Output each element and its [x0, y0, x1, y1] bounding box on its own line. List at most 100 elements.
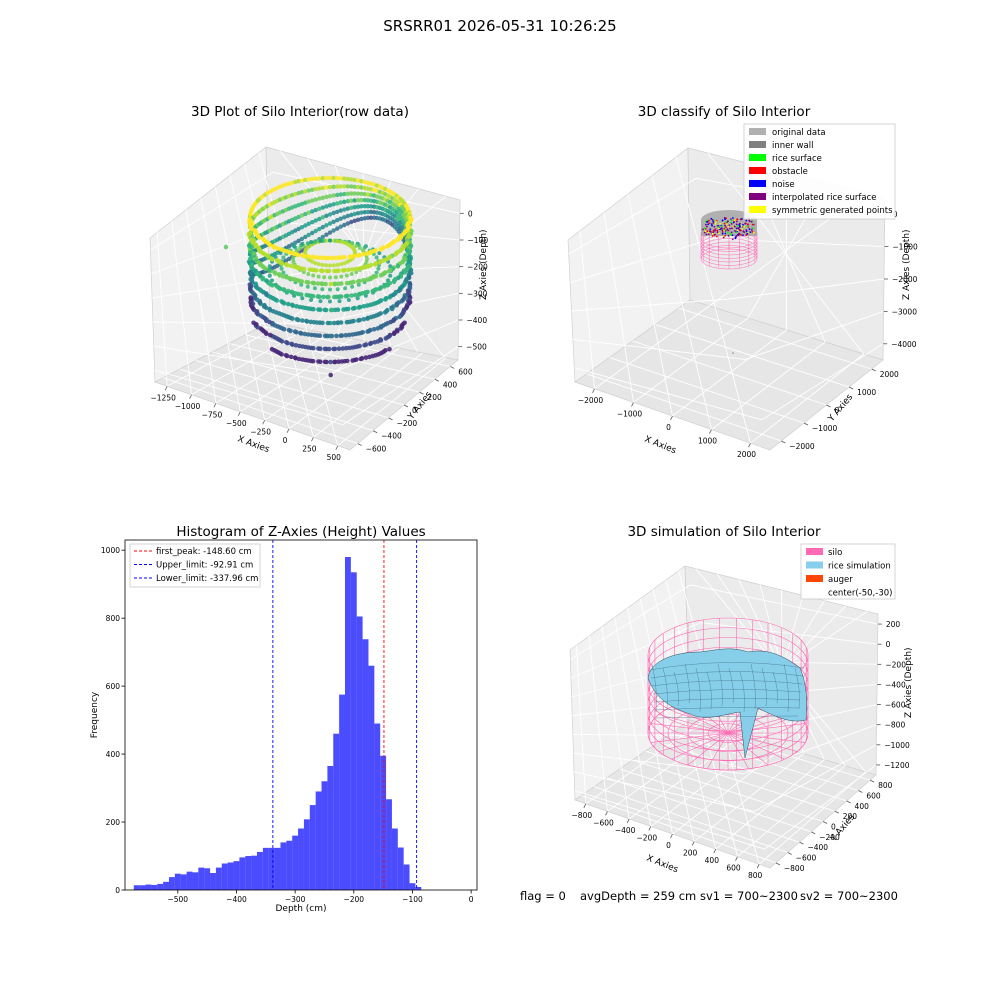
cloud-point	[310, 209, 315, 214]
cloud-point	[310, 176, 315, 182]
x-tick-label: −800	[572, 811, 593, 820]
cloud-point	[349, 177, 354, 182]
cloud-point	[332, 307, 338, 313]
classified-point	[729, 221, 732, 224]
cloud-point	[289, 302, 295, 308]
cloud-point	[355, 184, 361, 190]
cloud-point	[367, 354, 372, 360]
surface-mesh-line	[652, 689, 802, 695]
cloud-point	[246, 243, 252, 248]
cloud-point	[356, 253, 361, 258]
cloud-point	[267, 306, 273, 312]
cloud-point	[306, 232, 311, 238]
cloud-point	[279, 299, 284, 304]
cloud-point	[377, 251, 382, 256]
classified-point	[732, 221, 735, 224]
cloud-point	[322, 275, 327, 280]
histogram-bar	[280, 842, 287, 890]
panel2-legend: original data inner wall rice surface obsta…	[743, 123, 896, 220]
surface-mesh-line	[662, 667, 668, 710]
classified-point	[743, 225, 745, 228]
cloud-point	[296, 202, 301, 208]
cloud-point	[293, 191, 298, 197]
cloud-point	[324, 263, 329, 268]
legend-swatch	[749, 141, 766, 148]
y-tick-label: −600	[366, 445, 387, 454]
cloud-point	[313, 186, 318, 192]
cloud-point	[324, 268, 330, 274]
cloud-point	[303, 189, 308, 194]
cloud-point	[300, 318, 305, 323]
cloud-point	[362, 210, 367, 215]
cloud-point	[349, 212, 354, 218]
cloud-point	[331, 210, 336, 216]
classified-point	[711, 232, 714, 235]
y-tick-label: 1000	[101, 546, 120, 555]
surface-mesh-line	[695, 667, 701, 713]
z-tick-label: −4000	[891, 340, 917, 349]
cloud-point	[362, 191, 367, 197]
cloud-point	[387, 294, 393, 300]
cloud-point	[344, 273, 349, 278]
classified-point	[703, 227, 706, 230]
x-tick-label: −500	[226, 419, 247, 428]
cloud-point	[324, 175, 329, 181]
classified-point	[720, 228, 723, 230]
cloud-point	[306, 254, 311, 259]
legend-label: first_peak: -148.60 cm	[156, 547, 252, 557]
histogram-bar	[251, 855, 257, 890]
x-tick-label: 1000	[698, 437, 717, 446]
y-tick-label: 800	[106, 614, 121, 623]
classified-point	[729, 227, 731, 230]
classified-point	[724, 232, 727, 235]
cloud-point	[346, 267, 351, 273]
cloud-point	[397, 314, 402, 320]
cloud-point	[304, 292, 310, 298]
histogram-bar	[145, 884, 152, 890]
cloud-point	[328, 275, 332, 280]
classified-point	[704, 230, 707, 233]
cloud-point	[309, 240, 314, 244]
panel-histogram: Histogram of Z-Axies (Height) Values −50…	[90, 524, 478, 914]
status-sv2: sv2 = 700~2300	[800, 889, 898, 903]
cloud-point	[355, 198, 361, 203]
cloud-point	[320, 176, 325, 181]
z-tick-label: −3000	[892, 307, 918, 316]
cloud-point	[306, 332, 311, 337]
cloud-point	[299, 236, 305, 242]
cloud-point	[342, 184, 347, 189]
cloud-point	[349, 205, 354, 210]
classified-point	[740, 234, 742, 236]
cloud-point	[338, 333, 344, 339]
cloud-point	[320, 185, 325, 191]
cloud-point	[306, 177, 311, 182]
x-tick-label: −400	[226, 895, 247, 904]
cloud-point	[365, 215, 371, 220]
cloud-point	[344, 319, 350, 325]
cloud-point	[328, 372, 334, 378]
histogram-bar	[380, 755, 387, 890]
cloud-point	[336, 281, 341, 287]
surface-mesh-line	[684, 663, 690, 704]
panel1-x-label: X Axies	[236, 434, 271, 455]
classified-point	[748, 219, 750, 222]
histogram-bar	[315, 791, 322, 890]
cloud-point	[336, 359, 341, 365]
histogram-bar	[221, 863, 228, 890]
cloud-point	[395, 263, 401, 269]
cloud-point	[402, 270, 408, 275]
x-tick-label: −200	[343, 895, 364, 904]
classified-point	[718, 227, 720, 230]
z-tick-label: −2000	[892, 275, 918, 284]
cloud-point	[331, 202, 336, 207]
cloud-point	[312, 286, 317, 291]
cloud-point	[345, 221, 350, 226]
cloud-point	[342, 215, 347, 220]
histogram-bar	[163, 881, 169, 890]
classified-point	[714, 223, 717, 225]
cloud-point	[349, 191, 354, 196]
legend-label: silo	[828, 548, 842, 558]
surface-mesh-line	[655, 715, 799, 719]
cloud-point	[266, 267, 272, 273]
